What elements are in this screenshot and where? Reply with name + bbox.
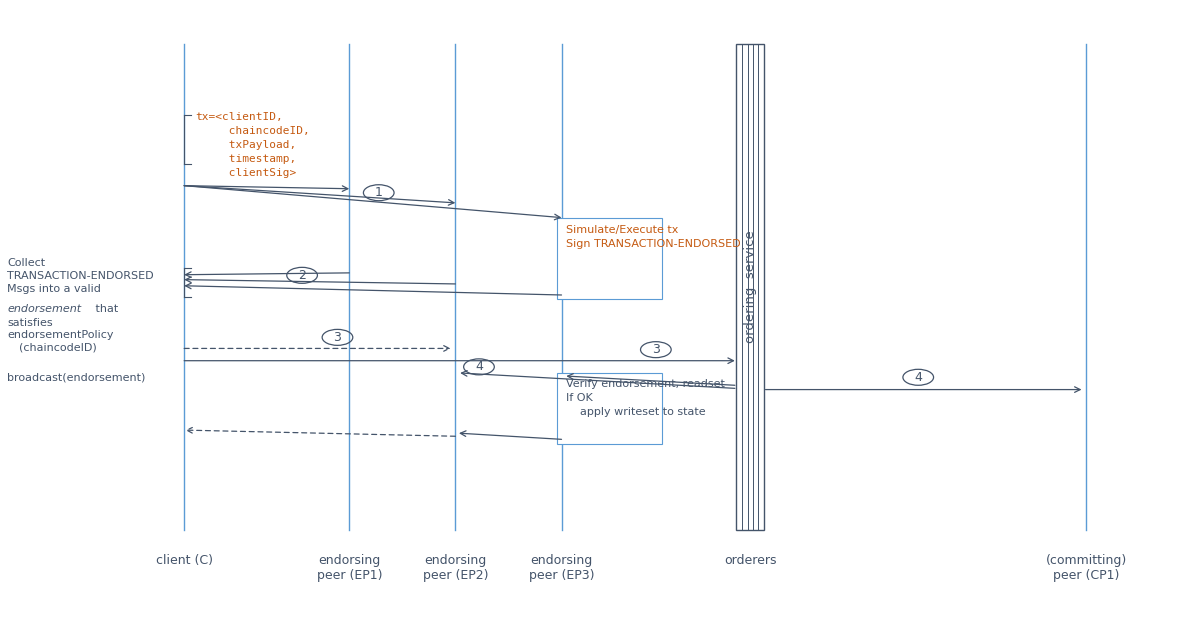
Text: 1: 1 <box>375 186 383 199</box>
Text: endorsing
peer (EP1): endorsing peer (EP1) <box>317 554 382 582</box>
Text: client (C): client (C) <box>156 554 213 567</box>
Bar <box>557 373 662 444</box>
Text: 4: 4 <box>475 360 483 373</box>
Text: broadcast(endorsement): broadcast(endorsement) <box>7 373 145 383</box>
Text: tx=<clientID,
     chaincodeID,
     txPayload,
     timestamp,
     clientSig>: tx=<clientID, chaincodeID, txPayload, ti… <box>195 112 310 178</box>
Text: endorsing
peer (EP3): endorsing peer (EP3) <box>528 554 595 582</box>
Text: ordering  service: ordering service <box>743 231 756 344</box>
Text: endorsementPolicy: endorsementPolicy <box>7 330 113 340</box>
Text: orderers: orderers <box>723 554 777 567</box>
Text: 2: 2 <box>298 269 306 282</box>
Bar <box>557 218 662 299</box>
Text: 3: 3 <box>333 331 342 344</box>
Text: (committing)
peer (CP1): (committing) peer (CP1) <box>1046 554 1126 582</box>
Text: satisfies: satisfies <box>7 318 53 328</box>
Text: that: that <box>92 304 118 313</box>
Text: (chaincodeID): (chaincodeID) <box>19 342 97 352</box>
Bar <box>736 44 765 529</box>
Text: 4: 4 <box>915 371 922 384</box>
Text: endorsement: endorsement <box>7 304 82 313</box>
Text: Verify endorsement, readset
If OK
    apply writeset to state: Verify endorsement, readset If OK apply … <box>566 379 725 417</box>
Text: 3: 3 <box>652 343 660 356</box>
Text: Collect
TRANSACTION-ENDORSED
Msgs into a valid: Collect TRANSACTION-ENDORSED Msgs into a… <box>7 257 154 294</box>
Text: endorsing
peer (EP2): endorsing peer (EP2) <box>423 554 488 582</box>
Text: Simulate/Execute tx
Sign TRANSACTION-ENDORSED: Simulate/Execute tx Sign TRANSACTION-END… <box>566 225 741 249</box>
